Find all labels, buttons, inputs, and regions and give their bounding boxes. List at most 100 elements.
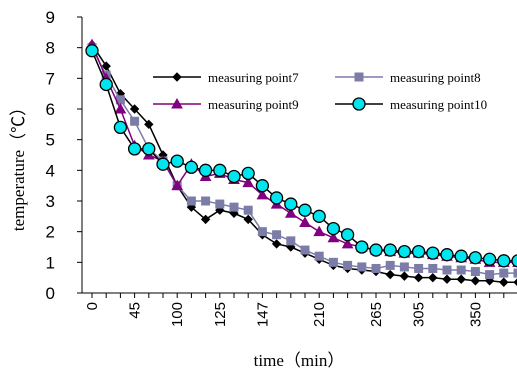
data-point (482, 252, 497, 266)
data-point (456, 265, 466, 275)
x-tick-label: 125 (212, 302, 229, 327)
y-tick-label: 3 (46, 192, 55, 211)
plot-area (81, 17, 517, 294)
data-point (156, 157, 170, 171)
data-point (385, 269, 395, 280)
data-point (186, 196, 196, 206)
data-point (101, 61, 111, 71)
data-point (385, 260, 395, 270)
x-tick-label: 350 (467, 302, 484, 327)
legend-label: measuring point10 (390, 97, 487, 112)
data-point (284, 197, 298, 211)
data-point (454, 249, 468, 263)
y-tick-label: 6 (46, 100, 55, 119)
x-tick-label: 100 (169, 302, 186, 327)
data-point (243, 214, 253, 225)
x-axis: 0 45 100 125 147 210 265 305 350 (84, 293, 505, 327)
data-point (85, 44, 99, 58)
data-point (428, 263, 438, 273)
data-point (144, 119, 154, 130)
legend-label: measuring point7 (208, 70, 299, 85)
data-point (257, 227, 267, 237)
data-point (114, 102, 127, 114)
legend-item-1: measuring point7 (153, 70, 299, 85)
y-tick-label: 7 (46, 69, 55, 88)
data-point (357, 262, 367, 272)
data-point (243, 205, 253, 215)
data-point (170, 154, 184, 168)
y-tick-label: 0 (46, 284, 55, 303)
y-axis: 0 1 2 3 4 5 6 7 8 9 (46, 8, 82, 303)
data-point (413, 272, 424, 283)
data-point (511, 254, 517, 268)
legend-marker (354, 72, 364, 82)
data-point (312, 209, 326, 223)
data-point (213, 163, 227, 177)
data-point (200, 214, 211, 225)
data-point (499, 277, 509, 287)
data-point (399, 262, 409, 272)
x-tick-label: 265 (368, 302, 385, 327)
legend-item-2: measuring point8 (335, 70, 481, 85)
legend-item-3: measuring point9 (153, 97, 299, 112)
x-tick-label: 45 (127, 302, 144, 319)
data-point (300, 245, 310, 255)
data-point (468, 251, 483, 265)
data-point (442, 265, 452, 275)
data-point (298, 203, 312, 217)
y-axis-label: temperature（℃） (9, 99, 28, 231)
legend: measuring point7 measuring point8 measurin… (153, 70, 487, 112)
legend-marker (172, 72, 182, 82)
data-point (229, 202, 239, 212)
data-point (399, 271, 410, 281)
data-point (269, 191, 284, 205)
data-point (184, 160, 199, 174)
data-point (355, 240, 369, 254)
data-point (340, 228, 355, 242)
data-point (113, 120, 128, 135)
data-point (271, 239, 282, 249)
data-point (326, 221, 341, 236)
data-point (227, 169, 241, 184)
data-point (343, 260, 353, 270)
data-point (470, 276, 481, 286)
y-tick-label: 2 (46, 223, 55, 242)
legend-label: measuring point8 (390, 70, 481, 85)
y-tick-label: 1 (46, 253, 55, 272)
data-point (327, 231, 340, 243)
data-point (456, 274, 466, 284)
legend-label: measuring point9 (208, 97, 299, 112)
x-tick-label: 305 (411, 302, 428, 327)
data-point (397, 244, 412, 259)
legend-item-4: measuring point10 (335, 97, 487, 112)
data-point (286, 236, 296, 246)
data-point (497, 254, 511, 268)
data-point (369, 243, 383, 257)
data-point (142, 142, 156, 156)
legend-marker (171, 97, 183, 109)
data-point (171, 179, 184, 191)
data-point (129, 104, 140, 114)
y-tick-label: 5 (46, 131, 55, 150)
x-axis-label: time（min） (254, 351, 345, 370)
data-point (428, 272, 438, 283)
y-tick-label: 4 (46, 161, 55, 180)
legend-marker (352, 97, 366, 111)
data-point (272, 230, 282, 240)
data-point (314, 251, 324, 261)
data-point (299, 216, 311, 227)
data-point (470, 267, 480, 277)
data-point (414, 263, 424, 273)
data-point (127, 142, 142, 156)
data-point (284, 207, 297, 218)
data-point (485, 270, 495, 280)
data-point (426, 246, 440, 260)
data-point (383, 243, 397, 257)
data-point (328, 257, 338, 267)
data-point (241, 166, 255, 181)
data-point (442, 274, 452, 284)
data-point (440, 248, 454, 262)
data-point (201, 196, 211, 206)
x-tick-label: 147 (254, 302, 271, 327)
